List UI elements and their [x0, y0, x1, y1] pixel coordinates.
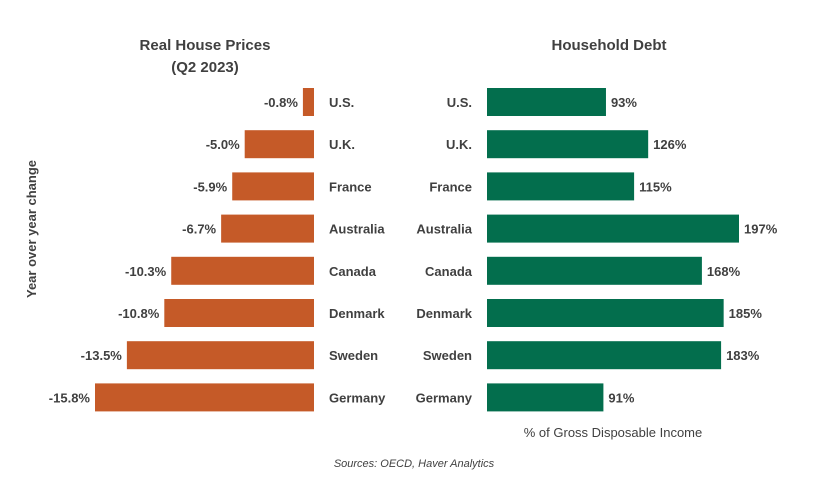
left-chart-title-line2: (Q2 2023): [171, 59, 239, 76]
right-bar-1: [487, 130, 649, 159]
left-bar-value-label: -15.8%: [49, 390, 91, 405]
right-category-label: Australia: [416, 222, 472, 237]
right-category-label: Sweden: [423, 348, 472, 363]
left-category-label: U.S.: [329, 95, 354, 110]
right-bar-4: [487, 256, 702, 285]
right-bar-value-label: 185%: [729, 306, 763, 321]
left-bar-value-label: -5.9%: [193, 179, 227, 194]
right-bar-value-label: 91%: [608, 390, 634, 405]
right-chart-title: Household Debt: [552, 37, 667, 54]
source-note: Sources: OECD, Haver Analytics: [334, 458, 495, 470]
left-category-label: Australia: [329, 222, 385, 237]
left-category-label: France: [329, 179, 372, 194]
left-bar-value-label: -6.7%: [182, 222, 216, 237]
left-bar-1: [244, 130, 314, 159]
left-chart-y-axis-label: Year over year change: [24, 160, 39, 298]
left-bar-0: [302, 88, 314, 116]
left-bar-value-label: -5.0%: [206, 137, 240, 152]
left-category-label: Germany: [329, 390, 386, 405]
left-category-label: U.K.: [329, 137, 355, 152]
right-chart-x-axis-label: % of Gross Disposable Income: [524, 425, 702, 440]
left-bar-7: [95, 383, 314, 412]
left-chart-bars: -0.8% U.S. -5.0% U.K. -5.9% France -6.7% Austra…: [49, 88, 386, 412]
right-bar-value-label: 93%: [611, 95, 637, 110]
left-bar-3: [221, 214, 314, 243]
left-category-label: Denmark: [329, 306, 385, 321]
right-category-label: Denmark: [416, 306, 472, 321]
right-bar-0: [487, 88, 606, 116]
right-bar-value-label: 197%: [744, 222, 778, 237]
right-bar-7: [487, 383, 604, 412]
left-chart-title-line1: Real House Prices: [140, 37, 271, 54]
right-bar-value-label: 183%: [726, 348, 760, 363]
right-bar-2: [487, 172, 635, 201]
right-category-label: U.S.: [447, 95, 472, 110]
right-bar-value-label: 126%: [653, 137, 687, 152]
left-category-label: Sweden: [329, 348, 378, 363]
left-bar-6: [126, 341, 314, 370]
right-bar-value-label: 115%: [639, 179, 672, 194]
left-bar-5: [164, 299, 314, 327]
right-category-label: Germany: [416, 390, 473, 405]
right-category-label: U.K.: [446, 137, 472, 152]
right-bar-5: [487, 299, 724, 327]
right-chart-bars: 93% U.S. 126% U.K. 115% France 197% Australia 16…: [416, 88, 778, 412]
right-bar-3: [487, 214, 739, 243]
left-bar-4: [171, 256, 314, 285]
left-category-label: Canada: [329, 264, 377, 279]
left-bar-value-label: -10.3%: [125, 264, 167, 279]
left-bar-value-label: -0.8%: [264, 95, 298, 110]
right-bar-value-label: 168%: [707, 264, 741, 279]
left-bar-2: [232, 172, 314, 201]
right-category-label: France: [429, 179, 472, 194]
left-bar-value-label: -10.8%: [118, 306, 160, 321]
right-category-label: Canada: [425, 264, 473, 279]
right-bar-6: [487, 341, 722, 370]
left-bar-value-label: -13.5%: [81, 348, 123, 363]
